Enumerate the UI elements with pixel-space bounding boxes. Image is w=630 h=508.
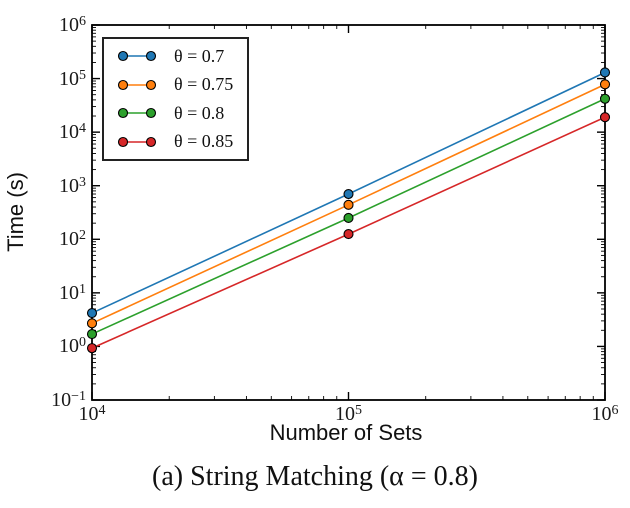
x-tick-label: 105 bbox=[335, 403, 362, 425]
legend-label: θ = 0.75 bbox=[174, 74, 234, 95]
plot-frame bbox=[91, 24, 606, 401]
x-tick-label: 106 bbox=[591, 403, 619, 425]
y-tick-label: 104 bbox=[59, 121, 86, 144]
data-point bbox=[86, 307, 98, 319]
y-tick-label: 100 bbox=[59, 335, 86, 358]
x-axis-label: Number of Sets bbox=[269, 420, 423, 445]
data-point bbox=[86, 329, 98, 340]
y-tick-label: 102 bbox=[59, 228, 86, 251]
data-point bbox=[343, 212, 354, 224]
legend-label: θ = 0.8 bbox=[174, 102, 225, 123]
x-tick-label: 104 bbox=[78, 403, 106, 425]
figure-caption: (a) String Matching (α = 0.8) bbox=[152, 461, 478, 492]
data-point bbox=[86, 318, 98, 329]
legend-item: θ = 0.8 bbox=[116, 103, 243, 124]
y-tick-label: 105 bbox=[59, 67, 86, 90]
legend-label: θ = 0.7 bbox=[174, 45, 225, 66]
legend-item: θ = 0.75 bbox=[116, 74, 243, 95]
data-point bbox=[599, 67, 611, 78]
y-tick-label: 101 bbox=[59, 281, 86, 304]
y-tick-label: 106 bbox=[59, 14, 86, 36]
data-point bbox=[343, 229, 354, 240]
legend-marker-icon bbox=[117, 136, 157, 147]
y-tick-label: 103 bbox=[59, 174, 86, 197]
legend-marker-icon bbox=[117, 79, 157, 90]
y-tick-label: 10−1 bbox=[51, 389, 86, 411]
data-point bbox=[343, 199, 354, 210]
legend-item: θ = 0.85 bbox=[116, 131, 243, 152]
legend-marker-icon bbox=[117, 51, 157, 62]
data-point bbox=[343, 188, 354, 200]
data-point bbox=[599, 79, 611, 90]
data-point bbox=[86, 343, 98, 354]
legend-item: θ = 0.7 bbox=[116, 46, 243, 67]
legend-marker-icon bbox=[117, 108, 157, 119]
legend-label: θ = 0.85 bbox=[174, 131, 234, 152]
data-point bbox=[599, 112, 611, 123]
data-point bbox=[599, 93, 611, 104]
legend: θ = 0.7 θ = 0.75 θ = 0.8 θ = 0.85 bbox=[102, 37, 249, 161]
